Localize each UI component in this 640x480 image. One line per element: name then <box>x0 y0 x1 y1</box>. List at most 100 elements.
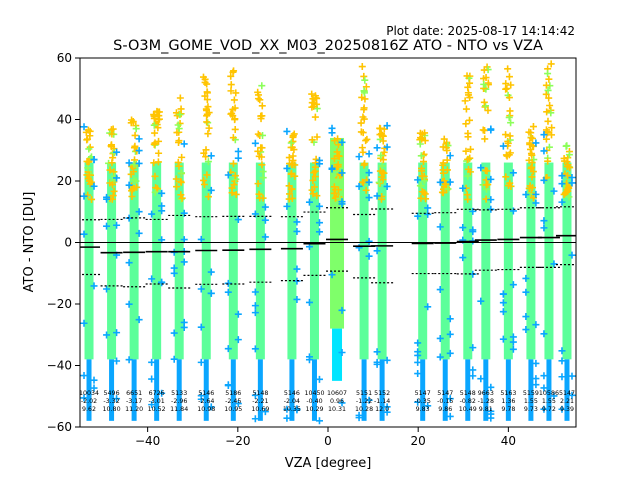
data-point <box>200 176 208 184</box>
data-point <box>545 94 553 102</box>
data-point <box>113 148 121 156</box>
bin-band <box>330 137 345 329</box>
bin-count: 5163 <box>500 390 516 397</box>
data-point <box>170 269 178 277</box>
data-point <box>224 345 232 353</box>
bin-std: 9.39 <box>560 406 574 413</box>
data-point <box>522 313 530 321</box>
data-point <box>151 172 159 180</box>
data-point <box>532 375 540 383</box>
data-point <box>379 156 387 164</box>
data-point <box>365 178 373 186</box>
data-point <box>540 217 548 225</box>
data-point <box>315 202 323 210</box>
data-point <box>227 110 235 118</box>
data-point <box>365 169 373 177</box>
bin-std: 10.80 <box>103 406 121 413</box>
data-point <box>315 160 323 168</box>
data-point <box>446 152 454 160</box>
bin-count: 6726 <box>149 390 165 397</box>
data-point <box>106 166 114 174</box>
data-point <box>154 158 162 166</box>
data-point <box>477 375 485 383</box>
data-point <box>464 83 472 91</box>
data-point <box>526 182 534 190</box>
data-point <box>132 177 140 185</box>
data-point <box>103 195 111 203</box>
data-point <box>315 228 323 236</box>
data-point <box>377 195 385 203</box>
data-point <box>207 186 215 194</box>
data-point <box>466 116 474 124</box>
data-point <box>459 254 467 262</box>
data-point <box>462 105 470 113</box>
bin-band-lower <box>131 359 137 421</box>
data-point <box>305 198 313 206</box>
data-point <box>529 123 537 131</box>
data-point <box>466 79 474 87</box>
chart-title: S-O3M_GOME_VOD_XX_M03_20250816Z ATO - NT… <box>113 38 543 54</box>
data-point <box>305 353 313 361</box>
data-point <box>357 128 365 136</box>
bin-band-lower <box>311 359 317 421</box>
data-point <box>177 105 185 113</box>
bin-band-lower <box>465 359 471 421</box>
data-point <box>544 70 552 78</box>
bin-mean: 1.55 <box>542 398 556 405</box>
data-point <box>503 152 511 160</box>
y-tick-label: −40 <box>47 359 72 373</box>
data-point <box>332 156 340 164</box>
bin-band-lower <box>379 359 385 421</box>
data-point <box>148 375 156 383</box>
bin-mean: -1.28 <box>478 398 494 405</box>
data-point <box>469 372 477 380</box>
data-point <box>459 224 467 232</box>
bin-band <box>107 162 117 360</box>
data-point <box>436 334 444 342</box>
data-point <box>446 349 454 357</box>
data-point <box>484 106 492 114</box>
data-point <box>564 161 572 169</box>
data-point <box>532 321 540 329</box>
data-point <box>154 124 162 132</box>
data-point <box>227 87 235 95</box>
data-point <box>197 235 205 243</box>
data-point <box>466 94 474 102</box>
data-point <box>125 356 133 364</box>
data-point <box>313 133 321 141</box>
data-point <box>108 159 116 167</box>
y-tick-label: 40 <box>57 113 72 127</box>
data-point <box>436 223 444 231</box>
data-point <box>158 189 166 197</box>
data-point <box>285 154 293 162</box>
data-point <box>542 135 550 143</box>
data-point <box>418 167 426 175</box>
data-point <box>148 358 156 366</box>
data-point <box>90 156 98 164</box>
data-point <box>440 135 448 143</box>
data-point <box>414 339 422 347</box>
bin-statistics: 10034-2.029.625496-3.3210.806651-3.1711.… <box>80 390 575 413</box>
data-point <box>548 131 556 139</box>
data-point <box>509 345 517 353</box>
data-point <box>550 392 558 400</box>
data-point <box>308 90 316 98</box>
data-point <box>85 157 93 165</box>
data-point <box>176 111 184 119</box>
bin-band-lower <box>564 359 570 421</box>
data-point <box>532 381 540 389</box>
data-point <box>224 288 232 296</box>
bin-band <box>152 162 162 360</box>
data-point <box>506 132 514 140</box>
data-point <box>558 172 566 180</box>
bin-band-lower <box>483 359 489 421</box>
data-point <box>131 131 139 139</box>
data-point <box>527 164 535 172</box>
data-point <box>378 132 386 140</box>
data-point <box>259 168 267 176</box>
data-point <box>414 212 422 220</box>
data-point <box>338 399 346 407</box>
data-point <box>477 164 485 172</box>
data-point <box>459 184 467 192</box>
